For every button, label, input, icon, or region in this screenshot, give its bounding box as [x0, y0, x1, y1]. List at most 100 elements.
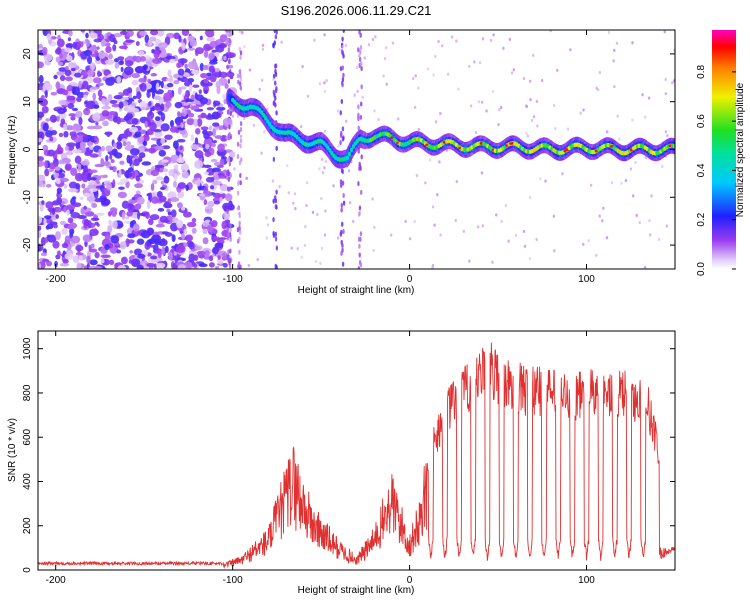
heatmap-cell [446, 72, 450, 76]
snr-frame [37, 330, 676, 571]
heatmap-cell [159, 186, 166, 191]
heatmap-cell [360, 84, 363, 90]
heatmap-cell [223, 211, 231, 220]
heatmap-cell [176, 157, 185, 164]
heatmap-cell [431, 205, 435, 209]
heatmap-cell [44, 160, 48, 169]
heatmap-cell [222, 93, 227, 100]
heatmap-cell [226, 235, 229, 241]
heatmap-cell [199, 62, 204, 72]
heatmap-cell [74, 72, 82, 78]
heatmap-cell [223, 55, 227, 61]
heatmap-cell [117, 264, 127, 269]
heatmap-cell [258, 87, 261, 91]
heatmap-cell [287, 191, 291, 195]
heatmap-cell [192, 84, 200, 88]
heatmap-cell [109, 99, 118, 105]
heatmap-cell [318, 82, 322, 86]
snr-x-tick-label: -200 [46, 575, 66, 586]
heatmap-cell [48, 208, 52, 213]
heatmap-cell [93, 38, 102, 43]
heatmap-cell [109, 33, 115, 43]
heatmap-cell [49, 136, 54, 142]
heatmap-cell [227, 249, 230, 255]
heatmap-cell [301, 65, 304, 69]
heatmap-cell [342, 30, 345, 33]
heatmap-cell [48, 168, 55, 172]
heatmap-cell [60, 118, 66, 125]
heatmap-cell [154, 145, 165, 151]
heatmap-cell [358, 211, 361, 217]
heatmap-cell [203, 50, 209, 58]
heatmap-cell [59, 262, 70, 267]
heatmap-cell [648, 219, 651, 223]
heatmap-cell [83, 205, 87, 210]
heatmap-cell [340, 250, 343, 256]
heatmap-cell [179, 145, 183, 151]
heatmap-cell [582, 108, 585, 112]
heatmap-cell [274, 63, 278, 69]
heatmap-cell [141, 161, 152, 166]
heatmap-cell [41, 258, 50, 263]
heatmap-cell [84, 151, 92, 156]
snr-y-label: SNR (10 * v/v) [7, 418, 18, 482]
heatmap-cell [132, 95, 138, 100]
heatmap-cell [136, 196, 145, 205]
heatmap-cell [72, 41, 77, 49]
heatmap-cell [540, 78, 544, 83]
heatmap-cell [273, 30, 276, 34]
heatmap-cell [138, 152, 146, 159]
heatmap-cell [180, 207, 186, 211]
heatmap-cell [485, 109, 488, 113]
heatmap-cell [610, 181, 614, 185]
heatmap-cell [556, 68, 559, 72]
heatmap-cell [65, 125, 75, 131]
snr-x-tick-label: 0 [407, 575, 413, 586]
heatmap-cell [186, 240, 194, 248]
heatmap-cell [358, 56, 362, 62]
heatmap-cell [457, 87, 460, 91]
heatmap-cell [124, 171, 133, 178]
heatmap-cell [391, 41, 395, 45]
heatmap-cell [341, 261, 345, 267]
heatmap-cell [200, 126, 209, 131]
heatmap-cell [144, 120, 148, 128]
heatmap-cell [229, 69, 232, 75]
heatmap-cell [160, 123, 170, 132]
heatmap-cell [67, 103, 75, 110]
heatmap-cell [426, 67, 430, 71]
heatmap-cell [128, 126, 139, 133]
heatmap-cell [323, 33, 326, 37]
heatmap-cell [357, 148, 360, 154]
heatmap-cell [529, 195, 532, 200]
heatmap-cell [120, 66, 124, 73]
heatmap-cell [342, 228, 345, 234]
heatmap-cell [415, 173, 419, 178]
heatmap-cell [644, 115, 647, 119]
heatmap-cell [105, 155, 109, 162]
heatmap-cell [104, 232, 111, 242]
snr-x-label: Height of straight line (km) [298, 585, 415, 596]
heatmap-cell [155, 46, 160, 51]
heatmap-cell [142, 140, 148, 147]
heatmap-cell [104, 59, 115, 65]
heatmap-cell [357, 266, 361, 269]
heatmap-cell [136, 211, 141, 220]
heatmap-cell [256, 258, 259, 262]
heatmap-cell [134, 131, 142, 138]
heatmap-cell [81, 173, 89, 183]
heatmap-cell [44, 168, 50, 177]
heatmap-cell [552, 214, 556, 218]
heatmap-cell [78, 116, 83, 126]
heatmap-cell [598, 70, 602, 75]
heatmap-cell [238, 211, 241, 216]
heatmap-cell [125, 60, 134, 67]
heatmap-cell [275, 145, 278, 151]
heatmap-cell [177, 86, 182, 95]
heatmap-cell [641, 93, 644, 97]
heatmap-cell [203, 256, 211, 260]
heatmap-cell [112, 44, 117, 52]
heatmap-cell [76, 96, 82, 102]
heatmap-cell [341, 243, 344, 249]
heatmap-cell [145, 211, 150, 219]
